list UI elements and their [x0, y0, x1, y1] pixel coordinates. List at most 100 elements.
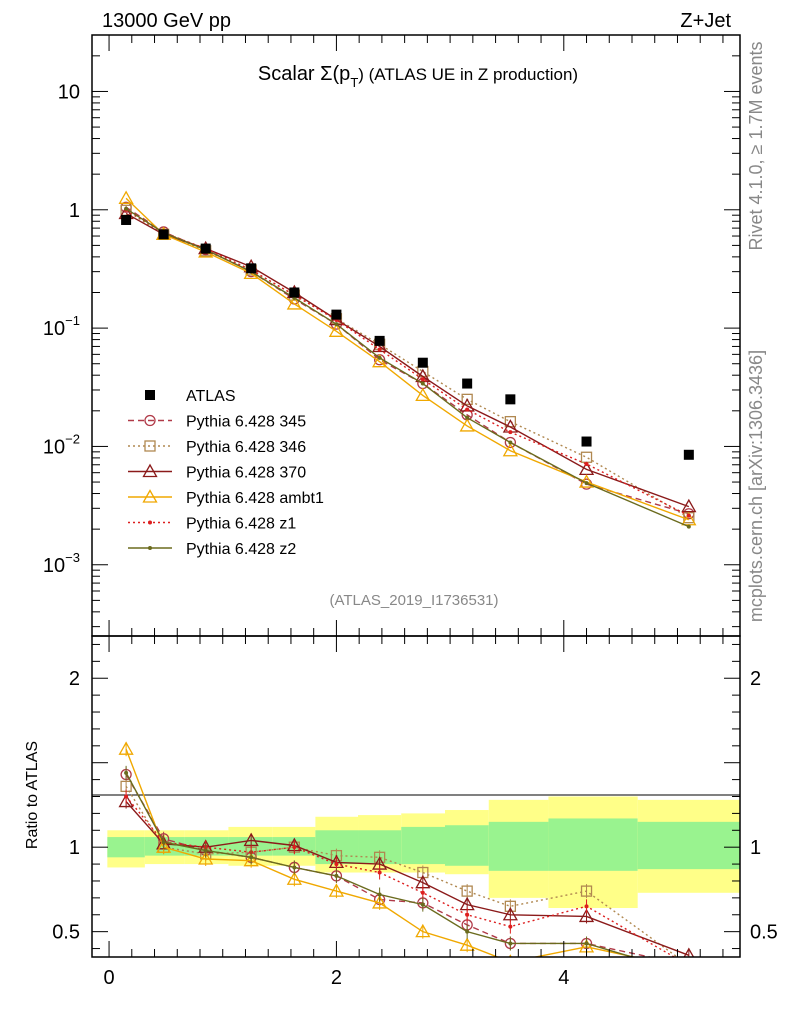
y-tick-label: 1	[69, 200, 80, 222]
series-5-line	[125, 209, 690, 517]
legend-series-label: Pythia 6.428 346	[186, 439, 306, 456]
series-1-marker	[504, 436, 517, 449]
atlas-data-point	[289, 287, 300, 298]
series-5-marker	[377, 347, 382, 352]
ratio-inner-band	[401, 826, 445, 865]
legend-series-label: Pythia 6.428 z1	[186, 516, 296, 533]
series-2-marker	[461, 393, 473, 405]
series-4-ratio-marker	[118, 741, 134, 755]
series-6-marker	[334, 322, 339, 327]
ratio-frame	[91, 635, 741, 958]
y-tick-label: 10−3	[43, 550, 80, 577]
series-4-marker	[459, 418, 475, 432]
ratio-y-tick-label: 1	[69, 837, 80, 859]
series-6-ratio-marker	[334, 873, 339, 878]
series-6-marker	[377, 355, 382, 360]
ratio-inner-band	[548, 818, 638, 871]
series-6-marker	[508, 440, 513, 445]
legend-series-label: Pythia 6.428 345	[186, 414, 306, 431]
series-5-ratio-marker	[292, 845, 297, 850]
atlas-data-point	[683, 449, 694, 460]
legend-series-marker	[142, 463, 158, 478]
series-5-ratio-marker	[124, 794, 129, 799]
legend-atlas-label: ATLAS	[186, 388, 236, 405]
series-6-ratio-marker	[584, 941, 589, 946]
atlas-data-point	[374, 335, 385, 346]
ratio-inner-band	[444, 825, 489, 866]
series-4-marker	[372, 353, 388, 368]
series-4-ratio-marker	[198, 851, 214, 865]
series-6-ratio-marker	[508, 941, 513, 946]
series-4-ratio-marker	[415, 923, 431, 938]
series-6-marker	[686, 524, 691, 529]
legend-series-marker	[148, 546, 152, 550]
series-4-marker	[286, 296, 302, 310]
x-tick-label: 0	[103, 967, 114, 989]
atlas-data-point	[121, 214, 132, 225]
series-6-ratio-marker	[124, 770, 129, 775]
series-6-marker	[584, 481, 589, 486]
chart-title-rest: ) (ATLAS UE in Z production)	[358, 65, 578, 84]
main-panel: Scalar Σ(pT) (ATLAS UE in Z production) …	[43, 34, 741, 637]
ratio-y-tick-label: 2	[69, 668, 80, 690]
atlas-data-point	[505, 394, 516, 405]
process-label: Z+Jet	[680, 10, 731, 32]
series-6-line	[125, 208, 690, 528]
series-5-ratio-marker	[584, 904, 589, 909]
analysis-watermark: (ATLAS_2019_I1736531)	[329, 592, 498, 609]
y-tick-label: 10−2	[43, 431, 80, 458]
series-6-marker	[465, 415, 470, 420]
atlas-data-point	[158, 229, 169, 240]
series-6-ratio-marker	[420, 902, 425, 907]
series-6-marker	[420, 381, 425, 386]
series-4-ratio-line	[125, 748, 638, 957]
series-3-marker	[681, 498, 697, 513]
atlas-data-point	[331, 309, 342, 320]
series-5-marker	[508, 430, 513, 435]
series-4-ratio-marker	[459, 937, 475, 951]
legend-series-label: Pythia 6.428 370	[186, 465, 306, 482]
series-4-marker	[328, 323, 345, 337]
x-tick-label: 2	[331, 967, 342, 989]
x-tick-label: 4	[558, 967, 569, 989]
series-2-ratio-marker	[580, 885, 593, 897]
ratio-inner-band	[488, 821, 549, 871]
ratio-panel: 2 2 1 1 0.5 0.5 Ratio to ATLAS	[24, 635, 778, 958]
series-4-line	[125, 197, 690, 521]
series-4-ratio-marker	[286, 871, 302, 885]
legend-atlas-marker	[145, 390, 155, 400]
series-2-ratio-marker	[461, 885, 473, 897]
chart-title-main: Scalar Σ(p	[258, 63, 350, 85]
atlas-data-point	[417, 357, 428, 368]
series-6-marker	[124, 206, 129, 211]
legend-series-marker	[142, 489, 158, 503]
ratio-y-tick-label-right: 1	[750, 837, 761, 859]
chart-title-sub: T	[350, 75, 358, 90]
series-5-marker	[584, 462, 589, 467]
atlas-data-point	[581, 436, 592, 447]
series-3-ratio-line	[125, 801, 690, 956]
series-4-ratio-marker	[328, 883, 345, 897]
series-5-marker	[420, 377, 425, 382]
series-4-ratio-marker	[243, 852, 259, 867]
energy-label: 13000 GeV pp	[102, 10, 231, 32]
ratio-inner-band	[107, 837, 145, 858]
legend-series-marker	[144, 414, 156, 427]
y-tick-label: 10	[58, 81, 80, 103]
legend-series-marker	[144, 440, 156, 452]
ratio-y-axis-label: Ratio to ATLAS	[24, 741, 41, 849]
legend-series-label: Pythia 6.428 ambt1	[186, 490, 324, 507]
atlas-data-point	[200, 243, 211, 254]
series-5-ratio-marker	[334, 862, 339, 867]
ratio-y-tick-label-right: 0.5	[750, 922, 778, 944]
rivet-label: Rivet 4.1.0, ≥ 1.7M events	[746, 42, 766, 251]
series-3-ratio-marker	[578, 908, 595, 923]
series-6-ratio-marker	[377, 892, 382, 897]
ratio-inner-band	[637, 821, 740, 870]
series-6-ratio-marker	[249, 855, 254, 860]
chart-title: Scalar Σ(pT) (ATLAS UE in Z production)	[258, 63, 578, 90]
legend-series-label: Pythia 6.428 z2	[186, 541, 296, 558]
ratio-y-tick-label: 0.5	[52, 922, 80, 944]
series-4-marker	[118, 190, 134, 204]
